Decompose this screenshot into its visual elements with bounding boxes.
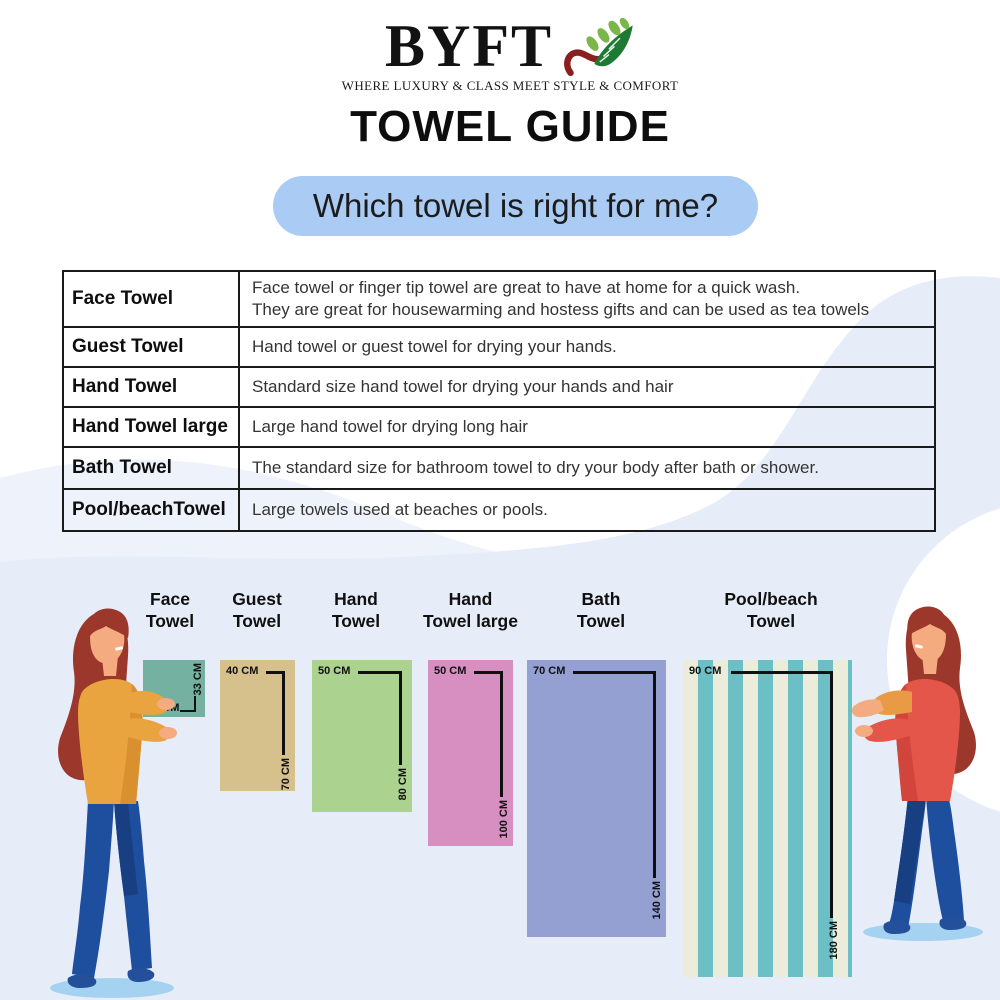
measure-line-horizontal (573, 671, 656, 674)
row-description: Standard size hand towel for drying your… (252, 376, 674, 396)
row-description: Large hand towel for drying long hair (252, 416, 528, 436)
row-label: Guest Towel (64, 328, 240, 366)
towel-name-face: Face Towel (145, 589, 195, 632)
table-row: Pool/beachTowel Large towels used at bea… (64, 490, 934, 530)
towel-hand: 50 CM 80 CM (312, 660, 412, 812)
measure-bracket (180, 696, 196, 712)
row-description: Large towels used at beaches or pools. (252, 499, 548, 519)
brand-name: BYFT (384, 13, 554, 79)
towel-hand-large: 50 CM 100 CM (428, 660, 513, 846)
measure-line-vertical (830, 671, 833, 918)
measure-line-vertical (399, 671, 402, 765)
row-description: The standard size for bathroom towel to … (252, 457, 819, 477)
height-label: 100 CM (498, 800, 510, 839)
width-label: 40 CM (226, 665, 259, 677)
brand-tagline: WHERE LUXURY & CLASS MEET STYLE & COMFOR… (341, 78, 679, 93)
width-label: 90 CM (689, 665, 722, 677)
row-label: Hand Towel (64, 368, 240, 406)
table-row: Face Towel Face towel or finger tip towe… (64, 272, 934, 328)
table-row: Hand Towel Standard size hand towel for … (64, 368, 934, 408)
person-left-illustration (50, 608, 177, 998)
logo: BYFT (10, 14, 1000, 80)
height-label: 140 CM (651, 881, 663, 920)
header: BYFT WHERE LUXURY & CLASS MEET STYLE & C… (10, 14, 1000, 152)
measure-line-vertical (282, 671, 285, 755)
measure-line-horizontal (266, 671, 285, 674)
measure-line-horizontal (731, 671, 833, 674)
table-row: Bath Towel The standard size for bathroo… (64, 448, 934, 490)
height-label: 70 CM (280, 758, 292, 791)
table-row: Guest Towel Hand towel or guest towel fo… (64, 328, 934, 368)
width-label: 50 CM (434, 665, 467, 677)
row-description: Face towel or finger tip towel are great… (252, 277, 870, 319)
width-label: 50 CM (318, 665, 351, 677)
towel-guest: 40 CM 70 CM (220, 660, 295, 791)
towel-bath: 70 CM 140 CM (527, 660, 666, 937)
measure-line-vertical (653, 671, 656, 878)
row-label: Hand Towel large (64, 408, 240, 446)
table-row: Hand Towel large Large hand towel for dr… (64, 408, 934, 448)
towel-name-hand: Hand Towel (331, 589, 381, 632)
measure-line-horizontal (358, 671, 402, 674)
towel-name-guest: Guest Towel (232, 589, 282, 632)
towel-name-bath: Bath Towel (576, 589, 626, 632)
person-right-illustration (851, 606, 983, 941)
measure-line-horizontal (474, 671, 503, 674)
row-label: Face Towel (64, 272, 240, 326)
height-label: 80 CM (397, 768, 409, 801)
page-title: TOWEL GUIDE (350, 102, 670, 151)
row-description: Hand towel or guest towel for drying you… (252, 336, 617, 356)
row-label: Pool/beachTowel (64, 490, 240, 530)
measure-line-vertical (500, 671, 503, 797)
towel-table: Face Towel Face towel or finger tip towe… (62, 270, 936, 532)
towel-name-hand-large: Hand Towel large (423, 589, 518, 632)
width-label: 70 CM (533, 665, 566, 677)
leaf-logo-icon (564, 18, 633, 77)
towel-pool-beach: 90 CM 180 CM (683, 660, 852, 977)
question-banner: Which towel is right for me? (273, 176, 758, 236)
row-label: Bath Towel (64, 448, 240, 488)
towel-name-pool: Pool/beach Towel (724, 589, 818, 632)
